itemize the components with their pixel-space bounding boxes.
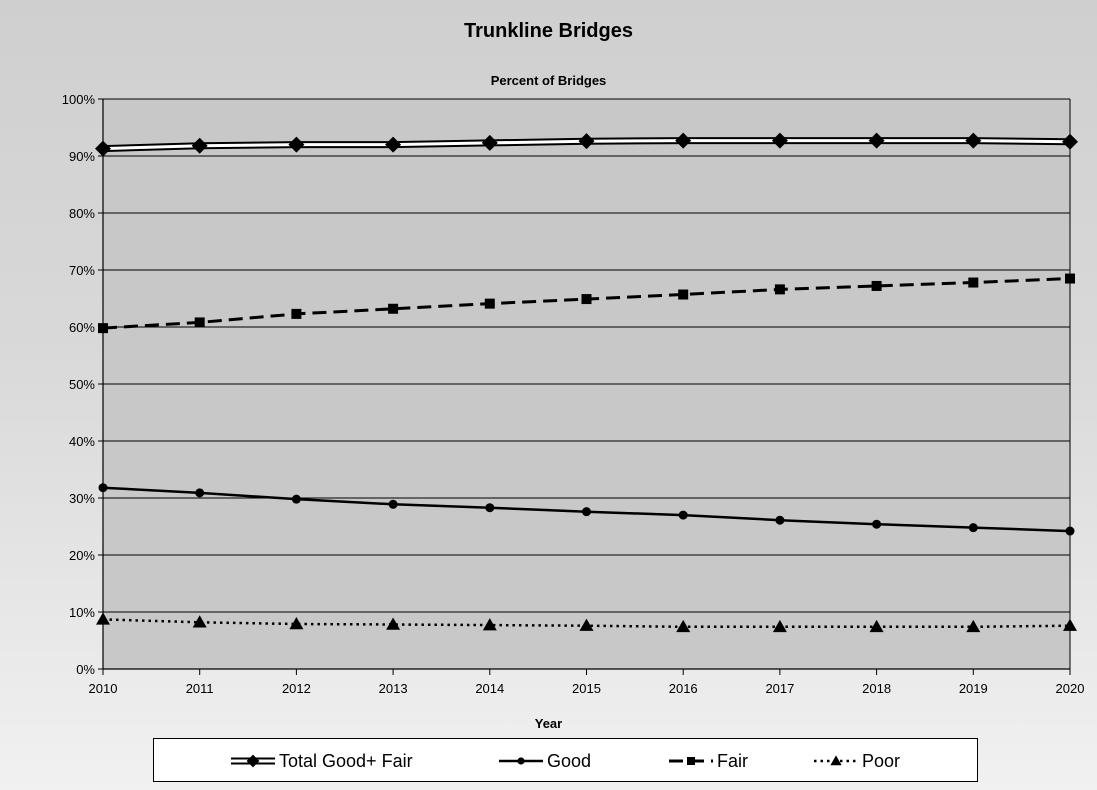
data-point bbox=[774, 284, 785, 295]
data-point bbox=[775, 515, 785, 525]
chart-subtitle: Percent of Bridges bbox=[490, 73, 607, 88]
series-good bbox=[98, 483, 1075, 536]
data-point bbox=[1065, 273, 1075, 284]
y-tick-label: 100% bbox=[62, 92, 96, 107]
data-point bbox=[771, 132, 788, 149]
data-point bbox=[968, 523, 978, 533]
x-tick-label: 2012 bbox=[282, 681, 311, 696]
x-tick-label: 2010 bbox=[89, 681, 118, 696]
y-tick-label: 10% bbox=[69, 605, 95, 620]
data-point bbox=[482, 618, 497, 631]
data-point bbox=[481, 134, 498, 151]
data-point bbox=[191, 137, 208, 154]
series-layer bbox=[95, 132, 1078, 633]
data-point bbox=[772, 619, 787, 633]
series-fair bbox=[98, 273, 1075, 334]
data-point bbox=[871, 280, 882, 291]
data-point bbox=[484, 298, 495, 309]
data-point bbox=[388, 303, 399, 314]
data-point bbox=[386, 617, 401, 630]
legend-item: Poor bbox=[814, 751, 900, 771]
data-point bbox=[582, 507, 591, 517]
data-point bbox=[195, 488, 205, 498]
legend-marker bbox=[246, 754, 260, 768]
data-point bbox=[291, 308, 302, 319]
x-tick-label: 2017 bbox=[765, 681, 794, 696]
data-point bbox=[96, 612, 110, 625]
series-poor bbox=[96, 612, 1077, 633]
legend-item: Total Good+ Fair bbox=[231, 751, 413, 771]
data-point bbox=[291, 494, 301, 504]
grid-layer bbox=[103, 98, 1070, 670]
data-point bbox=[388, 499, 398, 509]
legend-marker bbox=[830, 755, 842, 766]
data-point bbox=[675, 132, 692, 149]
x-tick-label: 2019 bbox=[959, 681, 988, 696]
data-point bbox=[1063, 618, 1077, 631]
data-point bbox=[289, 616, 304, 630]
data-point bbox=[968, 277, 979, 288]
legend-label: Fair bbox=[717, 751, 748, 771]
x-tick-label: 2014 bbox=[475, 681, 504, 696]
legend-label: Poor bbox=[862, 751, 900, 771]
legend-label: Total Good+ Fair bbox=[279, 751, 413, 771]
data-point bbox=[485, 503, 495, 513]
legend-marker bbox=[687, 757, 695, 765]
data-point bbox=[872, 519, 882, 529]
y-tick-label: 60% bbox=[69, 320, 95, 335]
data-point bbox=[966, 619, 981, 633]
data-point bbox=[98, 323, 108, 334]
data-point bbox=[965, 132, 982, 149]
x-tick-label: 2020 bbox=[1056, 681, 1085, 696]
legend-svg: Total Good+ Fair Good Fair Poor bbox=[231, 751, 900, 771]
data-point bbox=[98, 483, 108, 493]
y-tick-label: 30% bbox=[69, 491, 95, 506]
data-point bbox=[868, 132, 885, 149]
data-point bbox=[385, 136, 402, 153]
y-tick-label: 70% bbox=[69, 263, 95, 278]
legend-item: Fair bbox=[669, 751, 748, 771]
x-tick-label: 2013 bbox=[379, 681, 408, 696]
data-point bbox=[1062, 133, 1078, 150]
data-point bbox=[676, 619, 691, 633]
y-tick-label: 50% bbox=[69, 377, 95, 392]
chart-title: Trunkline Bridges bbox=[464, 20, 633, 42]
legend: Total Good+ Fair Good Fair Poor bbox=[153, 738, 978, 782]
data-point bbox=[869, 619, 884, 633]
data-point bbox=[95, 140, 111, 157]
legend-item: Good bbox=[499, 751, 591, 771]
data-point bbox=[678, 510, 688, 520]
x-tick-label: 2015 bbox=[572, 681, 601, 696]
y-tick-label: 80% bbox=[69, 206, 95, 221]
data-point bbox=[578, 133, 595, 150]
data-point bbox=[288, 136, 305, 153]
data-point bbox=[581, 294, 592, 305]
x-tick-label: 2011 bbox=[186, 681, 214, 696]
data-point bbox=[192, 615, 207, 628]
series-total-good-fair bbox=[95, 132, 1078, 157]
data-point bbox=[579, 618, 594, 631]
axis-layer: 0% 10% 20% 30% 40% 50% 60% 70% 80% 90% 100% 2010 201… bbox=[62, 92, 1085, 696]
data-point bbox=[1065, 526, 1075, 536]
data-point bbox=[678, 289, 689, 300]
legend-marker bbox=[517, 757, 525, 765]
x-tick-label: 2018 bbox=[862, 681, 891, 696]
data-point bbox=[194, 317, 205, 328]
x-tick-label: 2016 bbox=[669, 681, 698, 696]
y-tick-label: 20% bbox=[69, 548, 95, 563]
y-tick-label: 90% bbox=[69, 149, 95, 164]
x-axis-title: Year bbox=[534, 716, 563, 731]
y-tick-label: 0% bbox=[76, 662, 95, 677]
legend-label: Good bbox=[547, 751, 591, 771]
y-tick-label: 40% bbox=[69, 434, 95, 449]
